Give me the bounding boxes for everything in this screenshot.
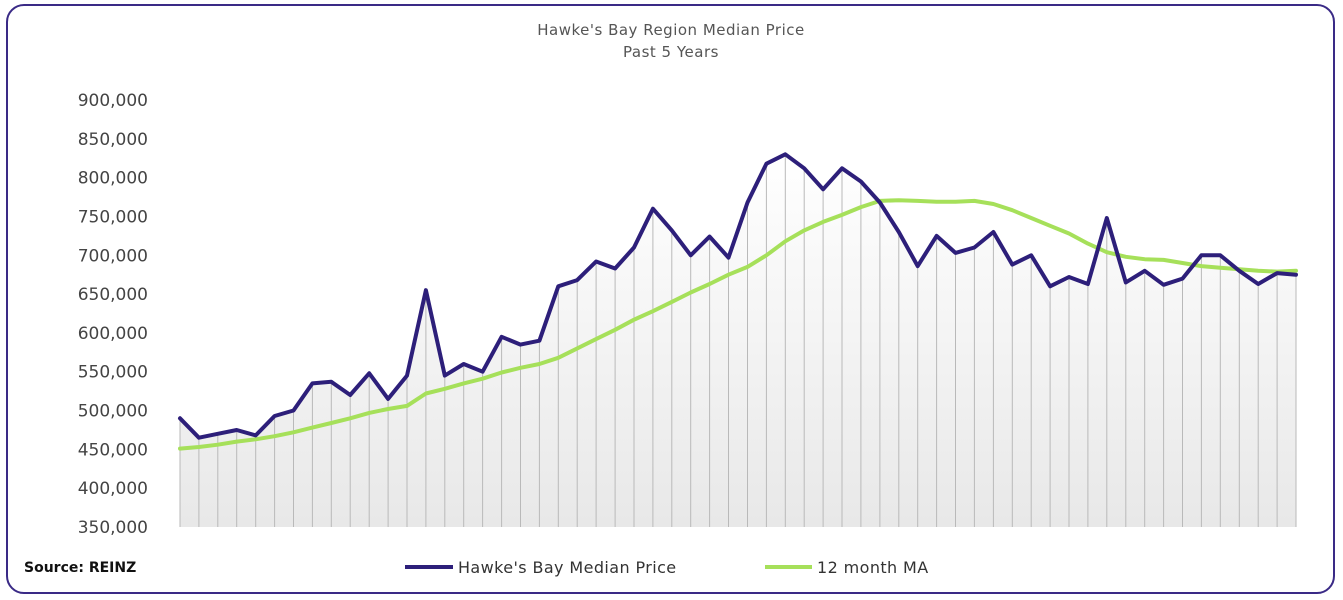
- y-tick-label: 600,000: [78, 324, 148, 344]
- series-lines: [178, 152, 1298, 451]
- y-tick-label: 900,000: [78, 91, 148, 111]
- series-line-median-price: [178, 152, 1298, 440]
- y-tick-label: 500,000: [78, 402, 148, 422]
- y-tick-label: 750,000: [78, 208, 148, 228]
- source-note: Source: REINZ: [24, 560, 136, 576]
- series-line-12-month-ma: [178, 198, 1298, 451]
- y-tick-label: 450,000: [78, 440, 148, 460]
- legend: Hawke's Bay Median Price 12 month MA: [405, 558, 929, 577]
- y-tick-label: 850,000: [78, 130, 148, 150]
- y-axis-ticks: 900,000 850,000 800,000 750,000 700,000 650,0…: [78, 91, 148, 538]
- y-tick-label: 550,000: [78, 363, 148, 383]
- droplines: [179, 154, 1297, 527]
- y-tick-label: 650,000: [78, 285, 148, 305]
- y-tick-label: 800,000: [78, 169, 148, 189]
- y-tick-label: 350,000: [78, 518, 148, 538]
- legend-label-median: Hawke's Bay Median Price: [458, 558, 677, 577]
- legend-label-ma: 12 month MA: [817, 558, 929, 577]
- y-tick-label: 700,000: [78, 246, 148, 266]
- y-tick-label: 400,000: [78, 479, 148, 499]
- chart-title: Hawke's Bay Region Median Price: [537, 21, 805, 39]
- plot-area: [180, 154, 1296, 528]
- area-fill: [180, 154, 1296, 528]
- chart-subtitle: Past 5 Years: [623, 43, 719, 61]
